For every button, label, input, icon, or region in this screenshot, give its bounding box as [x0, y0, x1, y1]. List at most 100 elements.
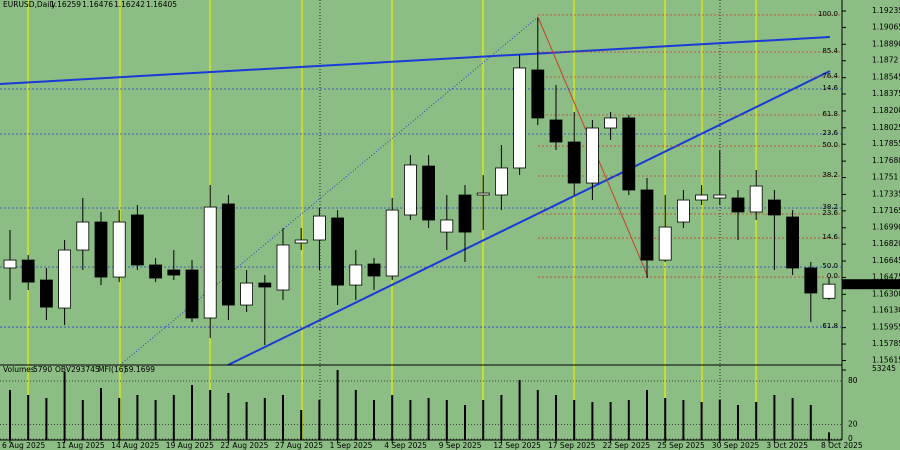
x-tick-label: 22 Aug 2025 — [220, 441, 268, 450]
fib-label: 38.2 — [822, 203, 838, 211]
x-tick-label: 12 Sep 2025 — [493, 441, 541, 450]
x-tick-label: 1 Sep 2025 — [330, 441, 373, 450]
fib-label: 50.0 — [822, 262, 838, 270]
y-tick-label: 1.15955 — [872, 323, 900, 332]
fib-label: 23.6 — [822, 129, 838, 137]
candle-body — [276, 244, 290, 291]
header-low: 1.16242 — [114, 0, 145, 9]
candle-body — [149, 264, 163, 279]
fib-label: 61.8 — [822, 110, 838, 118]
candle-body — [513, 67, 526, 169]
candle-body — [768, 199, 781, 216]
fib-label: 50.0 — [822, 141, 838, 149]
candle-body — [531, 69, 545, 119]
candle-body — [458, 194, 472, 233]
candle-body — [422, 165, 436, 221]
y-tick-label: 1.1872 — [872, 56, 898, 65]
x-tick-label: 11 Aug 2025 — [57, 441, 105, 450]
candle-body — [349, 264, 363, 286]
fib-label: 76.4 — [822, 72, 838, 80]
candle-body — [58, 249, 71, 309]
y-tick-label: 1.17855 — [872, 139, 900, 148]
candle-body — [586, 127, 599, 184]
candle-body — [331, 217, 345, 286]
y-tick-label: 1.16130 — [872, 306, 900, 315]
y-tick-label: 1.18890 — [872, 39, 900, 48]
candle-body — [622, 117, 636, 191]
y-tick-label: 1.17680 — [872, 156, 900, 165]
x-tick-label: 30 Sep 2025 — [712, 441, 760, 450]
y-tick-label: 1.1751 — [872, 173, 898, 182]
y-tick-label: 1.18200 — [872, 106, 900, 115]
candle-body — [367, 263, 381, 277]
candle-body — [130, 214, 144, 266]
candle-body — [221, 203, 235, 306]
fib-label: 14.6 — [822, 84, 838, 92]
fib-label: 23.6 — [822, 209, 838, 217]
y-tick-label: 1.16645 — [872, 256, 900, 265]
y-tick-label: 1.19235 — [872, 6, 900, 15]
x-tick-label: 22 Sep 2025 — [603, 441, 651, 450]
y-tick-label: 1.18545 — [872, 73, 900, 82]
header-close: 1.16405 — [146, 0, 177, 9]
candle-body — [677, 199, 690, 223]
fib-label: 14.6 — [822, 233, 838, 241]
candle-body — [294, 239, 308, 244]
x-tick-label: 27 Aug 2025 — [275, 441, 323, 450]
fib-label: 0.0 — [827, 272, 838, 280]
candle-body — [203, 206, 217, 319]
x-tick-label: 17 Sep 2025 — [548, 441, 596, 450]
candle-body — [494, 167, 508, 196]
candle-body — [312, 215, 326, 241]
candle-body — [185, 269, 199, 319]
volume-last: 5790 — [33, 365, 52, 374]
candle-body — [403, 164, 417, 216]
y-tick-label: 1.16820 — [872, 239, 900, 248]
x-tick-label: 19 Aug 2025 — [166, 441, 214, 450]
y-tick-label: 1.19065 — [872, 22, 900, 31]
header-high: 1.16476 — [82, 0, 113, 9]
candle-body — [549, 119, 563, 143]
fib-label: 85.4 — [822, 47, 838, 55]
candle-body — [731, 197, 745, 213]
candle-body — [822, 283, 836, 299]
candle-body — [567, 141, 581, 184]
y-tick-label: 1.16475 — [872, 272, 900, 281]
volume-label: Volumes — [3, 365, 35, 374]
x-tick-label: 25 Sep 2025 — [657, 441, 705, 450]
trend-line — [227, 70, 831, 366]
price-tag-label: 1.16405 — [872, 279, 900, 288]
candle-body — [804, 267, 818, 294]
trend-line — [0, 36, 831, 85]
x-tick-label: 6 Aug 2025 — [2, 441, 45, 450]
candle-body — [385, 209, 399, 277]
obv-label: OBV — [55, 365, 72, 374]
header-open: 1.16259 — [50, 0, 81, 9]
y-tick-label: 1.16990 — [872, 223, 900, 232]
candle-body — [3, 259, 17, 269]
candle-body — [167, 269, 181, 276]
y-tick-label: 1.17165 — [872, 206, 900, 215]
candle-body — [112, 221, 126, 278]
y-tick-label: 1.17335 — [872, 189, 900, 198]
mfi-level-label: 20 — [848, 420, 858, 429]
mfi-value: 59.1699 — [124, 365, 155, 374]
y-tick-label: 1.16300 — [872, 289, 900, 298]
y-tick-label: 1.15785 — [872, 339, 900, 348]
symbol: EURUSD,Daily — [3, 0, 56, 9]
y-tick-label: 1.18025 — [872, 123, 900, 132]
y-tick-label: 1.18375 — [872, 89, 900, 98]
price-tag — [842, 279, 900, 290]
period-lines — [319, 0, 721, 440]
candle-body — [40, 279, 53, 308]
x-tick-label: 14 Aug 2025 — [111, 441, 159, 450]
candle-body — [94, 221, 108, 278]
candle-body — [476, 192, 490, 196]
fib-label: 38.2 — [822, 171, 838, 179]
fib-label: 61.8 — [822, 322, 838, 330]
y-tick-label: 1.15615 — [872, 355, 900, 364]
candle-body — [786, 216, 799, 269]
mfi-level-label: 80 — [848, 376, 858, 385]
candle-body — [713, 194, 727, 199]
candle-body — [21, 259, 35, 283]
